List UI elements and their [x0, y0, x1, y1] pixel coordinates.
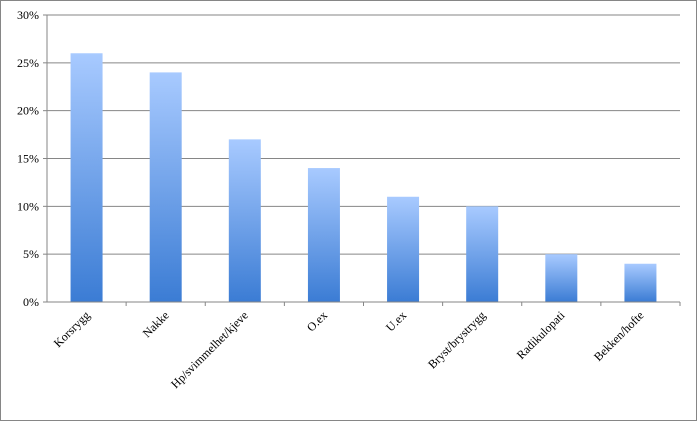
bar: [624, 263, 657, 302]
bar: [149, 72, 182, 303]
y-tick-label: 0%: [23, 295, 39, 309]
bar: [466, 206, 499, 302]
bar: [545, 254, 578, 302]
bar: [387, 196, 420, 302]
bar: [307, 168, 340, 302]
y-tick-label: 5%: [23, 247, 39, 261]
bar: [70, 53, 103, 303]
y-tick-label: 10%: [17, 199, 39, 213]
y-tick-label: 30%: [17, 8, 39, 22]
bar: [228, 139, 261, 302]
y-tick-label: 15%: [17, 152, 39, 166]
y-tick-label: 20%: [17, 104, 39, 118]
y-tick-label: 25%: [17, 56, 39, 70]
